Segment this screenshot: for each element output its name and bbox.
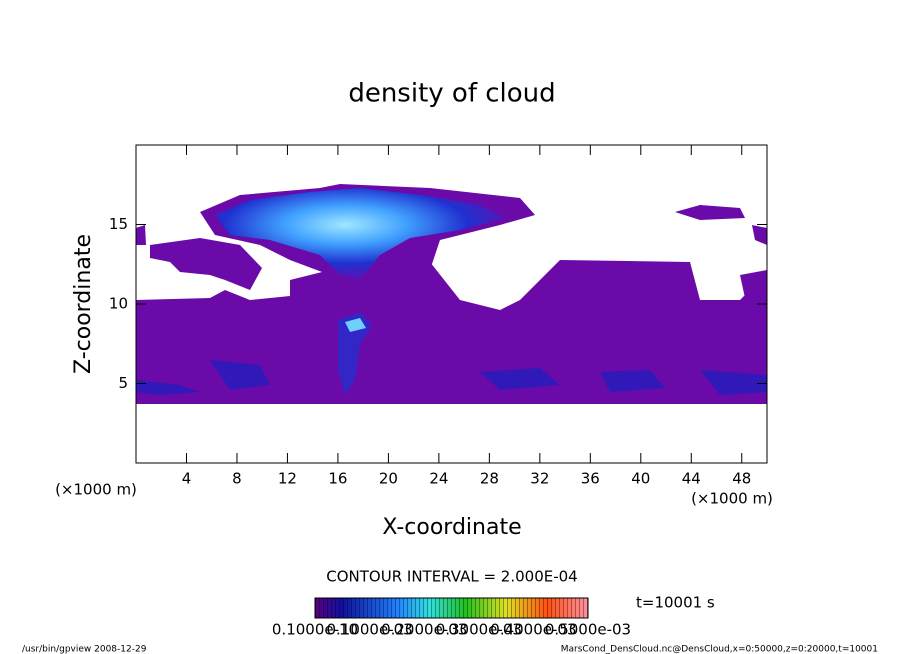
colorbar-label: 0.1000e-03 (326, 621, 412, 639)
time-label: t=10001 s (636, 594, 715, 612)
colorbar-label: 0.3000e-03 (436, 621, 522, 639)
contour-interval: CONTOUR INTERVAL = 2.000E-04 (326, 568, 577, 586)
x-tick-label: 8 (232, 470, 242, 488)
x-tick-label: 16 (328, 470, 347, 488)
x-tick-label: 48 (732, 470, 751, 488)
y-unit: (×1000 m) (55, 481, 137, 499)
field (136, 184, 767, 404)
colorbar-frame (314, 597, 589, 619)
x-tick-label: 44 (682, 470, 701, 488)
x-tick-label: 20 (379, 470, 398, 488)
y-tick-label: 10 (109, 295, 128, 313)
y-axis-label: Z-coordinate (71, 234, 96, 374)
x-tick-label: 4 (182, 470, 192, 488)
footer-left: /usr/bin/gpview 2008-12-29 (22, 645, 147, 654)
colorbar-label: 0.1000e-10 (272, 621, 358, 639)
colorbar-label: 0.5000e-03 (545, 621, 631, 639)
x-tick-label: 24 (429, 470, 448, 488)
y-tick-label: 15 (109, 215, 128, 233)
x-tick-label: 36 (581, 470, 600, 488)
x-tick-label: 28 (480, 470, 499, 488)
x-tick-label: 40 (631, 470, 650, 488)
x-tick-label: 32 (530, 470, 549, 488)
footer-right: MarsCond_DensCloud.nc@DensCloud,x=0:5000… (561, 645, 878, 654)
chart-title: density of cloud (348, 79, 555, 109)
x-unit: (×1000 m) (691, 490, 773, 508)
x-tick-label: 12 (278, 470, 297, 488)
y-tick-label: 5 (118, 374, 128, 392)
x-axis-label: X-coordinate (382, 515, 521, 540)
colorbar-label: 0.4000e-03 (490, 621, 576, 639)
colorbar-label: 0.2000e-03 (381, 621, 467, 639)
